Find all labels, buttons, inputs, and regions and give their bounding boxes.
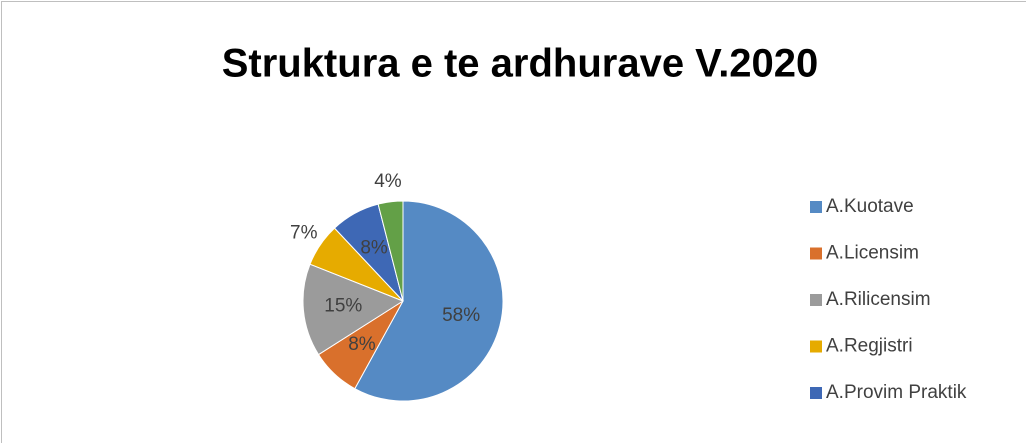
legend-swatch	[810, 247, 822, 260]
legend-swatch	[810, 387, 822, 399]
pie-slice	[302, 263, 405, 356]
data-label: 15%	[324, 296, 362, 317]
chart-title: Struktura e te ardhurave V.2020	[222, 42, 819, 86]
pie-slice	[354, 200, 504, 402]
data-label: 8%	[360, 237, 388, 258]
legend-label: A.Rilicensim	[826, 289, 931, 310]
legend-label: A.Kuotave	[826, 196, 914, 217]
data-label: 58%	[442, 305, 480, 326]
pie-slice	[377, 200, 404, 302]
data-label: 4%	[374, 171, 402, 192]
legend-label: A.Licensim	[826, 243, 919, 264]
legend-label: A.Provim Praktik	[826, 382, 967, 403]
data-label: 8%	[348, 334, 376, 355]
legend-swatch	[810, 201, 822, 213]
data-label: 7%	[290, 223, 318, 244]
legend-label: A.Regjistri	[826, 336, 913, 357]
legend-swatch	[810, 340, 822, 353]
legend-swatch	[810, 294, 822, 306]
